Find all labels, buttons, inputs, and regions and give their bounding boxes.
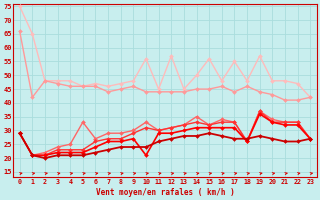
- X-axis label: Vent moyen/en rafales ( km/h ): Vent moyen/en rafales ( km/h ): [96, 188, 234, 197]
